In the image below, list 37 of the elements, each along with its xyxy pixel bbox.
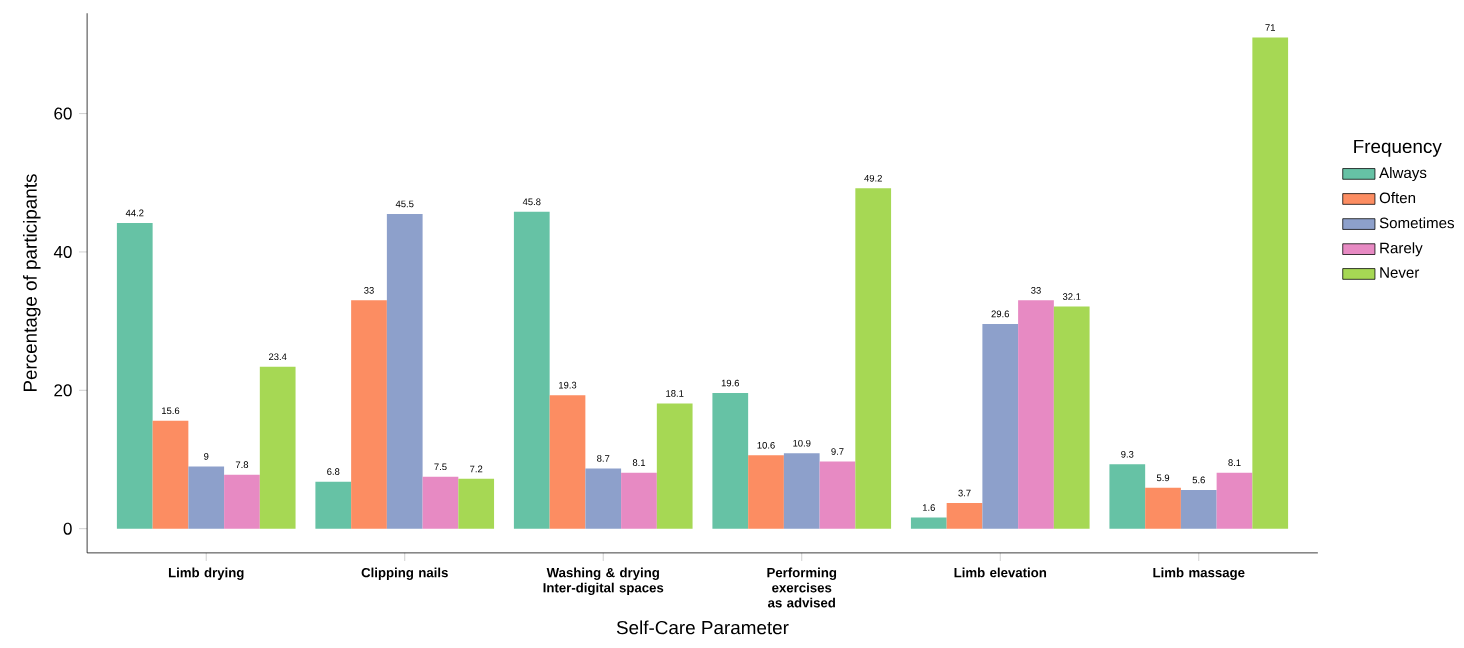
x-axis-title: Self-Care Parameter <box>616 620 789 635</box>
bar <box>982 324 1019 529</box>
bar <box>585 468 622 529</box>
bar <box>1109 464 1146 529</box>
y-tick-label: 20 <box>54 384 72 397</box>
bar <box>1216 472 1253 529</box>
bar <box>1145 488 1181 529</box>
legend-title: Frequency <box>1354 140 1442 158</box>
bar <box>152 420 189 529</box>
bar <box>315 481 352 529</box>
bar <box>224 474 260 529</box>
bar <box>1018 300 1054 529</box>
bar <box>259 367 296 529</box>
y-axis-title: Percentage of participants <box>22 174 41 392</box>
bar <box>712 393 749 529</box>
bar <box>910 517 947 529</box>
bar <box>386 214 423 529</box>
bar <box>549 395 586 529</box>
bar <box>946 503 983 529</box>
bar <box>819 461 856 529</box>
y-tick-label: 40 <box>53 246 72 259</box>
bar <box>783 453 820 529</box>
bar <box>188 466 225 529</box>
bar <box>1053 306 1090 529</box>
bar <box>855 188 892 529</box>
bar <box>422 477 459 529</box>
bar <box>656 403 693 529</box>
bar <box>621 472 657 529</box>
bar <box>1180 490 1217 529</box>
y-tick-label: 60 <box>54 107 72 120</box>
bar <box>351 300 387 529</box>
bar <box>116 223 153 529</box>
bar <box>458 479 495 529</box>
bar <box>1252 37 1289 529</box>
bar <box>748 455 784 529</box>
y-tick-label: 0 <box>63 522 72 535</box>
bar <box>513 212 550 529</box>
